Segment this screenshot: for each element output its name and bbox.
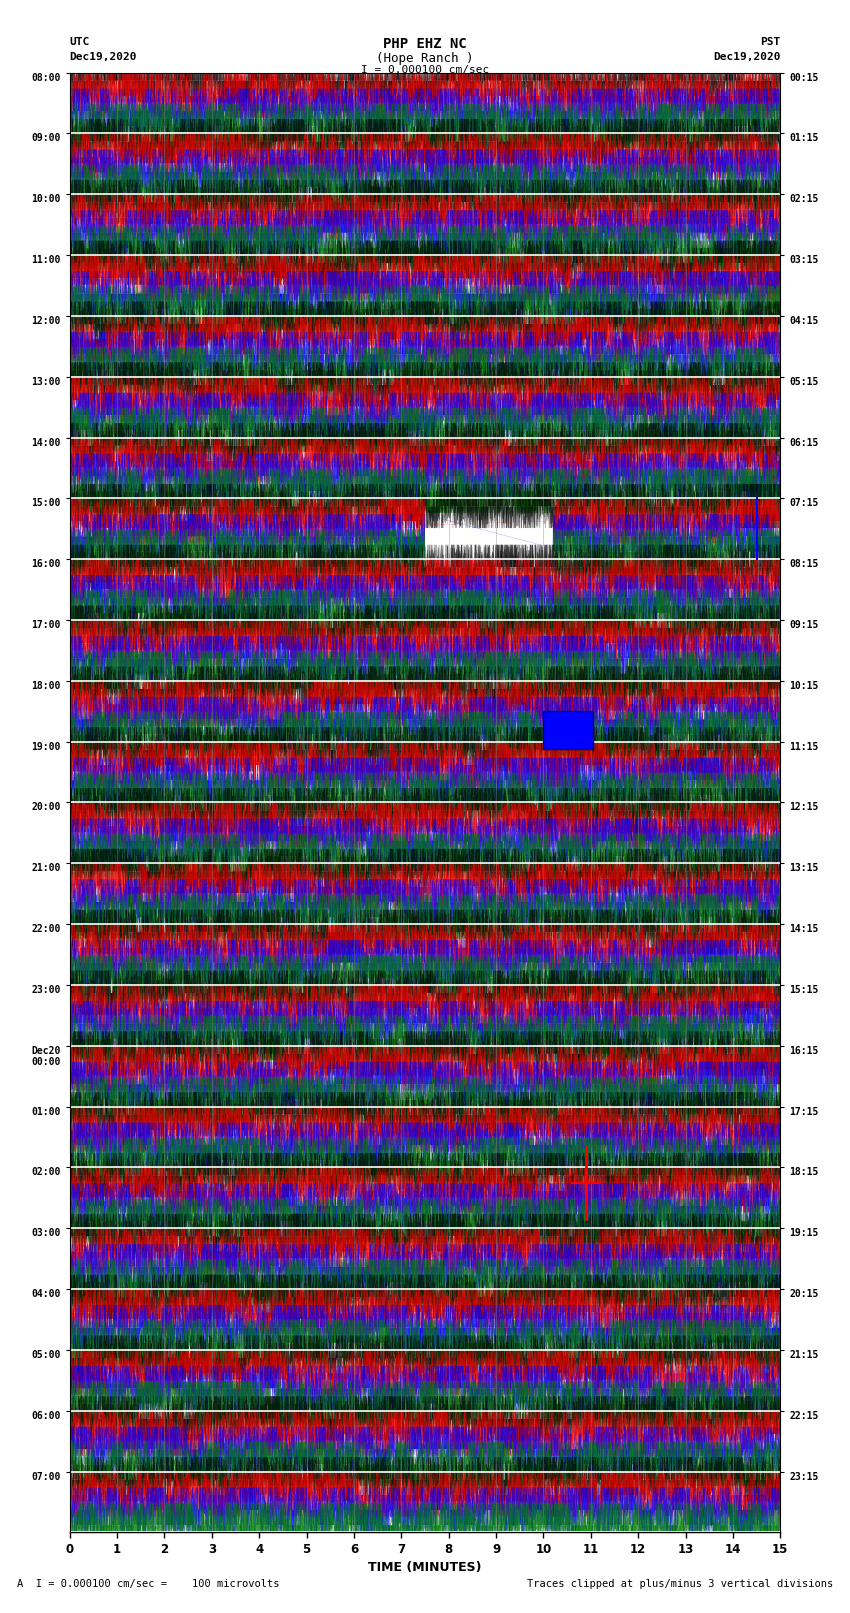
Text: UTC: UTC <box>70 37 90 47</box>
Text: I = 0.000100 cm/sec: I = 0.000100 cm/sec <box>361 65 489 74</box>
Text: (Hope Ranch ): (Hope Ranch ) <box>377 52 473 65</box>
Text: Traces clipped at plus/minus 3 vertical divisions: Traces clipped at plus/minus 3 vertical … <box>527 1579 833 1589</box>
Text: Dec19,2020: Dec19,2020 <box>70 52 137 61</box>
Text: PST: PST <box>760 37 780 47</box>
Text: A  I = 0.000100 cm/sec =    100 microvolts: A I = 0.000100 cm/sec = 100 microvolts <box>17 1579 280 1589</box>
Text: PHP EHZ NC: PHP EHZ NC <box>383 37 467 52</box>
Bar <box>543 711 593 750</box>
Text: Dec19,2020: Dec19,2020 <box>713 52 780 61</box>
X-axis label: TIME (MINUTES): TIME (MINUTES) <box>368 1561 482 1574</box>
